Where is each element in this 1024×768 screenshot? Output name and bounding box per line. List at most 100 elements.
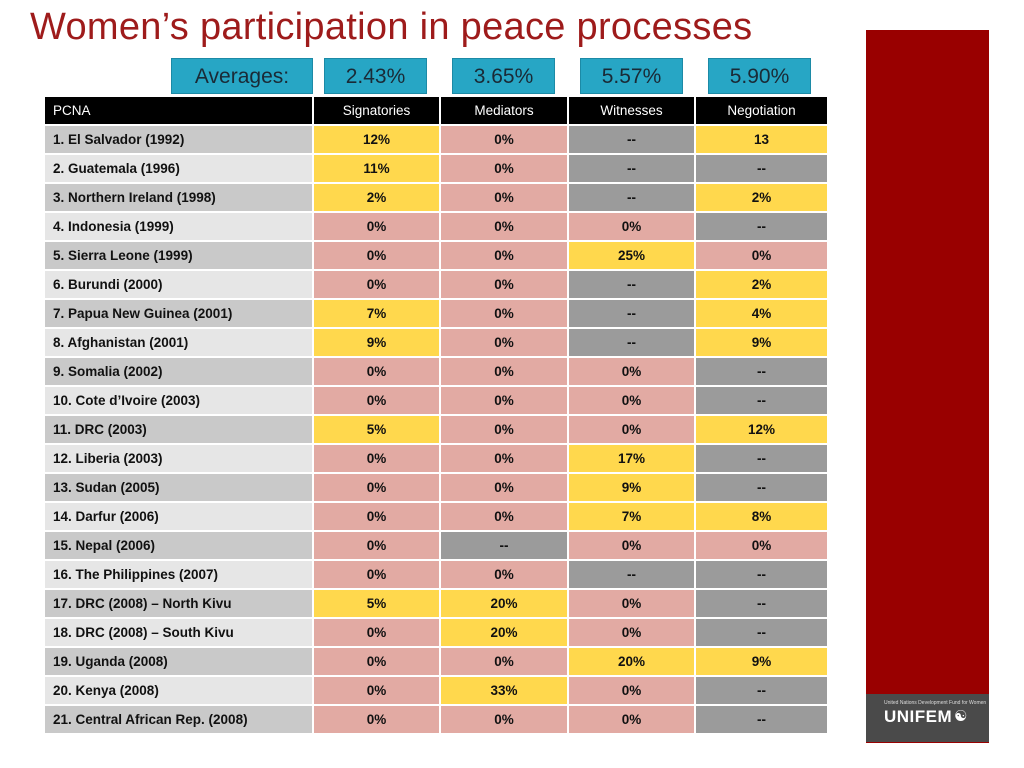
table-row: 1. El Salvador (1992) 12% 0% -- 13 [45, 126, 827, 153]
average-negotiation: 5.90% [708, 58, 811, 94]
cell-mediators: 0% [441, 358, 567, 385]
cell-signatories: 0% [314, 503, 439, 530]
cell-mediators: 0% [441, 155, 567, 182]
cell-negotiation: 4% [696, 300, 827, 327]
cell-negotiation: -- [696, 706, 827, 733]
table-row: 19. Uganda (2008) 0% 0% 20% 9% [45, 648, 827, 675]
row-label: 2. Guatemala (1996) [45, 155, 312, 182]
table-header-row: PCNA Signatories Mediators Witnesses Neg… [45, 97, 827, 124]
cell-witnesses: 0% [569, 358, 694, 385]
table-row: 18. DRC (2008) – South Kivu 0% 20% 0% -- [45, 619, 827, 646]
cell-negotiation: 12% [696, 416, 827, 443]
page-title: Women’s participation in peace processes [30, 6, 753, 48]
cell-signatories: 2% [314, 184, 439, 211]
cell-signatories: 0% [314, 648, 439, 675]
cell-mediators: 0% [441, 387, 567, 414]
cell-signatories: 0% [314, 706, 439, 733]
row-label: 5. Sierra Leone (1999) [45, 242, 312, 269]
row-label: 15. Nepal (2006) [45, 532, 312, 559]
cell-signatories: 0% [314, 387, 439, 414]
row-label: 18. DRC (2008) – South Kivu [45, 619, 312, 646]
cell-witnesses: -- [569, 126, 694, 153]
cell-mediators: 0% [441, 648, 567, 675]
cell-negotiation: -- [696, 561, 827, 588]
column-header-mediators: Mediators [441, 97, 567, 124]
cell-witnesses: -- [569, 271, 694, 298]
cell-negotiation: 13 [696, 126, 827, 153]
cell-witnesses: 0% [569, 416, 694, 443]
cell-witnesses: 9% [569, 474, 694, 501]
cell-witnesses: 0% [569, 619, 694, 646]
row-label: 9. Somalia (2002) [45, 358, 312, 385]
cell-witnesses: -- [569, 300, 694, 327]
cell-witnesses: 0% [569, 213, 694, 240]
cell-witnesses: 17% [569, 445, 694, 472]
row-label: 1. El Salvador (1992) [45, 126, 312, 153]
cell-mediators: 0% [441, 126, 567, 153]
cell-mediators: 0% [441, 561, 567, 588]
table-row: 5. Sierra Leone (1999) 0% 0% 25% 0% [45, 242, 827, 269]
cell-negotiation: -- [696, 358, 827, 385]
cell-negotiation: -- [696, 387, 827, 414]
cell-mediators: 0% [441, 184, 567, 211]
cell-mediators: -- [441, 532, 567, 559]
cell-witnesses: 0% [569, 590, 694, 617]
cell-signatories: 0% [314, 445, 439, 472]
cell-signatories: 5% [314, 590, 439, 617]
cell-witnesses: 0% [569, 677, 694, 704]
table-row: 2. Guatemala (1996) 11% 0% -- -- [45, 155, 827, 182]
row-label: 16. The Philippines (2007) [45, 561, 312, 588]
table-row: 14. Darfur (2006) 0% 0% 7% 8% [45, 503, 827, 530]
row-label: 4. Indonesia (1999) [45, 213, 312, 240]
cell-signatories: 0% [314, 561, 439, 588]
cell-witnesses: 7% [569, 503, 694, 530]
row-label: 3. Northern Ireland (1998) [45, 184, 312, 211]
row-label: 21. Central African Rep. (2008) [45, 706, 312, 733]
cell-negotiation: -- [696, 677, 827, 704]
logo-tagline: United Nations Development Fund for Wome… [884, 700, 987, 706]
average-signatories: 2.43% [324, 58, 427, 94]
row-label: 6. Burundi (2000) [45, 271, 312, 298]
cell-mediators: 0% [441, 213, 567, 240]
cell-mediators: 0% [441, 706, 567, 733]
cell-signatories: 11% [314, 155, 439, 182]
cell-mediators: 0% [441, 242, 567, 269]
column-header-witnesses: Witnesses [569, 97, 694, 124]
row-label: 8. Afghanistan (2001) [45, 329, 312, 356]
cell-negotiation: -- [696, 155, 827, 182]
cell-negotiation: 2% [696, 271, 827, 298]
cell-mediators: 0% [441, 416, 567, 443]
cell-mediators: 20% [441, 619, 567, 646]
table-row: 13. Sudan (2005) 0% 0% 9% -- [45, 474, 827, 501]
cell-signatories: 0% [314, 474, 439, 501]
cell-negotiation: -- [696, 474, 827, 501]
cell-negotiation: 9% [696, 648, 827, 675]
row-label: 17. DRC (2008) – North Kivu [45, 590, 312, 617]
cell-witnesses: 0% [569, 387, 694, 414]
un-emblem-icon: ☯ [954, 708, 969, 725]
cell-mediators: 0% [441, 503, 567, 530]
table-row: 11. DRC (2003) 5% 0% 0% 12% [45, 416, 827, 443]
cell-signatories: 0% [314, 677, 439, 704]
cell-negotiation: 8% [696, 503, 827, 530]
cell-witnesses: 25% [569, 242, 694, 269]
cell-signatories: 0% [314, 619, 439, 646]
table-row: 9. Somalia (2002) 0% 0% 0% -- [45, 358, 827, 385]
cell-mediators: 33% [441, 677, 567, 704]
averages-label: Averages: [171, 58, 313, 94]
cell-signatories: 9% [314, 329, 439, 356]
table-row: 4. Indonesia (1999) 0% 0% 0% -- [45, 213, 827, 240]
cell-signatories: 0% [314, 532, 439, 559]
cell-witnesses: 0% [569, 532, 694, 559]
cell-signatories: 0% [314, 242, 439, 269]
cell-negotiation: 0% [696, 532, 827, 559]
table-row: 8. Afghanistan (2001) 9% 0% -- 9% [45, 329, 827, 356]
cell-mediators: 0% [441, 445, 567, 472]
cell-negotiation: -- [696, 213, 827, 240]
averages-row: Averages: 2.43% 3.65% 5.57% 5.90% [0, 58, 860, 94]
cell-mediators: 0% [441, 271, 567, 298]
row-label: 19. Uganda (2008) [45, 648, 312, 675]
cell-negotiation: 2% [696, 184, 827, 211]
row-label: 10. Cote d’Ivoire (2003) [45, 387, 312, 414]
table-row: 20. Kenya (2008) 0% 33% 0% -- [45, 677, 827, 704]
